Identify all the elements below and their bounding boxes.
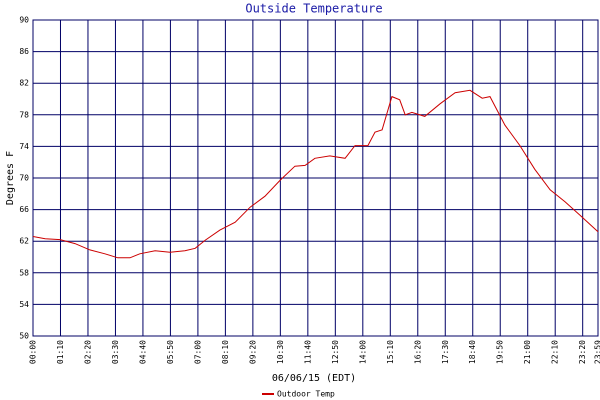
x-tick-label: 08:10 [221, 340, 230, 364]
y-tick-label: 74 [19, 142, 29, 151]
x-tick-label: 03:30 [111, 340, 120, 364]
x-axis-label: 06/06/15 (EDT) [272, 373, 356, 384]
x-tick-label: 09:20 [248, 340, 257, 364]
x-tick-label: 19:50 [496, 340, 505, 364]
x-tick-label: 12:50 [331, 340, 340, 364]
x-tick-label: 01:10 [56, 340, 65, 364]
y-tick-label: 54 [19, 300, 29, 309]
y-tick-label: 66 [19, 205, 29, 214]
y-tick-label: 78 [19, 110, 29, 119]
x-tick-label: 17:30 [441, 340, 450, 364]
x-tick-label: 23:59 [594, 340, 600, 364]
x-tick-label: 23:20 [578, 340, 587, 364]
y-tick-label: 90 [19, 16, 29, 25]
x-tick-label: 22:10 [551, 340, 560, 364]
y-axis-label: Degrees F [5, 151, 16, 205]
y-tick-label: 62 [19, 237, 29, 246]
x-tick-label: 00:00 [29, 340, 38, 364]
y-tick-label: 70 [19, 174, 29, 183]
legend-label: Outdoor Temp [277, 390, 335, 399]
y-tick-label: 82 [19, 79, 29, 88]
y-tick-label: 58 [19, 268, 29, 277]
x-tick-label: 02:20 [83, 340, 92, 364]
x-tick-label: 04:40 [138, 340, 147, 364]
x-tick-label: 05:50 [166, 340, 175, 364]
chart-title: Outside Temperature [245, 2, 382, 16]
x-tick-label: 16:20 [413, 340, 422, 364]
x-tick-label: 10:30 [276, 340, 285, 364]
plot-border [32, 19, 599, 337]
x-tick-label: 21:00 [523, 340, 532, 364]
x-tick-label: 15:10 [386, 340, 395, 364]
x-tick-label: 18:40 [468, 340, 477, 364]
x-tick-label: 11:40 [303, 340, 312, 364]
y-tick-label: 86 [19, 47, 29, 56]
x-tick-label: 14:00 [358, 340, 367, 364]
x-tick-label: 07:00 [193, 340, 202, 364]
data-line [32, 89, 599, 259]
y-tick-label: 50 [19, 332, 29, 341]
